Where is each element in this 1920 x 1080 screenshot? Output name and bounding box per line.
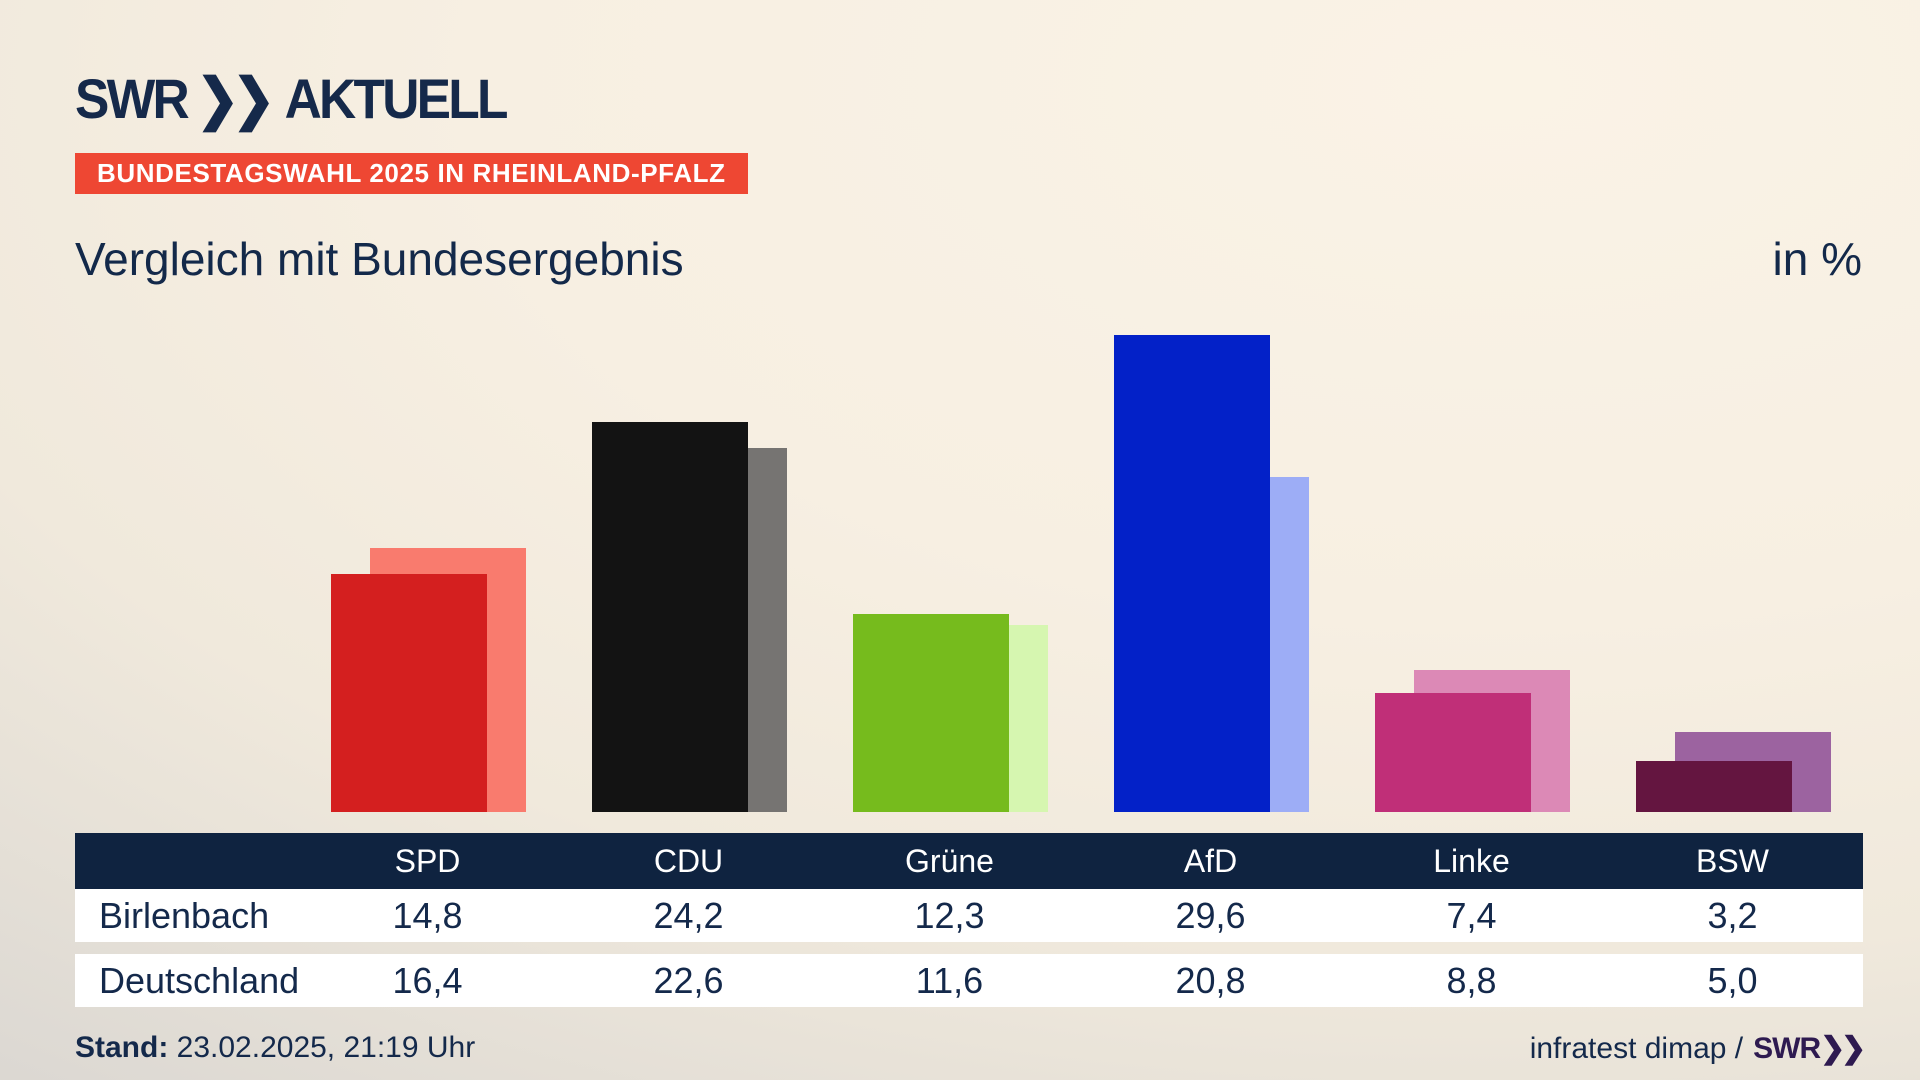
election-badge: BUNDESTAGSWAHL 2025 IN RHEINLAND-PFALZ: [75, 153, 748, 194]
value-deutschland-cdu: 22,6: [653, 959, 724, 1001]
stand-value: 23.02.2025, 21:19 Uhr: [168, 1031, 476, 1064]
bar-birlenbach-bsw: [1635, 760, 1792, 812]
value-deutschland-gruene: 11,6: [915, 959, 984, 1001]
value-deutschland-linke: 8,8: [1446, 959, 1497, 1001]
bar-chart: [75, 252, 1862, 812]
swr-footer-logo: SWR❯❯: [1753, 1032, 1866, 1065]
swr-chevron-icon: ❯❯: [1820, 1032, 1866, 1065]
unit-label: in %: [1772, 233, 1862, 285]
table-row-birlenbach: Birlenbach 14,8 24,2 12,3 29,6 7,4 3,2: [75, 889, 1863, 942]
bar-birlenbach-linke: [1374, 692, 1531, 812]
column-header-gruene: Grüne: [905, 842, 994, 879]
bar-birlenbach-cdu: [591, 422, 748, 812]
bar-birlenbach-spd: [330, 573, 487, 812]
swr-aktuell-logo: SWR ❯❯ AKTUELL: [75, 66, 509, 132]
column-header-linke: Linke: [1433, 842, 1510, 879]
table-row-deutschland: Deutschland 16,4 22,6 11,6 20,8 8,8 5,0: [75, 954, 1863, 1007]
value-deutschland-bsw: 5,0: [1707, 959, 1758, 1001]
results-table: SPD CDU Grüne AfD Linke BSW Birlenbach 1…: [75, 833, 1863, 1007]
value-deutschland-spd: 16,4: [392, 959, 463, 1001]
value-birlenbach-linke: 7,4: [1446, 894, 1497, 936]
column-header-bsw: BSW: [1696, 842, 1769, 879]
source-credit: infratest dimap / SWR❯❯: [1529, 1031, 1867, 1066]
value-birlenbach-bsw: 3,2: [1707, 894, 1758, 936]
stand-timestamp: Stand: 23.02.2025, 21:19 Uhr: [75, 1031, 475, 1065]
value-birlenbach-afd: 29,6: [1175, 894, 1246, 936]
value-birlenbach-spd: 14,8: [392, 894, 463, 936]
value-birlenbach-gruene: 12,3: [914, 894, 985, 936]
column-header-cdu: CDU: [653, 842, 724, 879]
bar-birlenbach-afd: [1113, 335, 1270, 812]
column-header-spd: SPD: [394, 842, 461, 879]
swr-chevron-icon: ❯❯: [196, 67, 275, 130]
bar-birlenbach-grne: [852, 614, 1009, 812]
table-header-row: SPD CDU Grüne AfD Linke BSW: [75, 833, 1863, 889]
chart-title: Vergleich mit Bundesergebnis: [75, 233, 684, 285]
row-label: Deutschland: [99, 959, 300, 1001]
aktuell-text: AKTUELL: [284, 67, 509, 130]
stand-label: Stand:: [75, 1031, 169, 1064]
row-label: Birlenbach: [99, 894, 270, 936]
source-text: infratest dimap /: [1529, 1032, 1744, 1065]
swr-brand-text: SWR: [75, 67, 190, 130]
column-header-afd: AfD: [1183, 842, 1238, 879]
swr-brand-text: SWR: [1753, 1032, 1821, 1065]
value-birlenbach-cdu: 24,2: [653, 894, 724, 936]
value-deutschland-afd: 20,8: [1175, 959, 1246, 1001]
